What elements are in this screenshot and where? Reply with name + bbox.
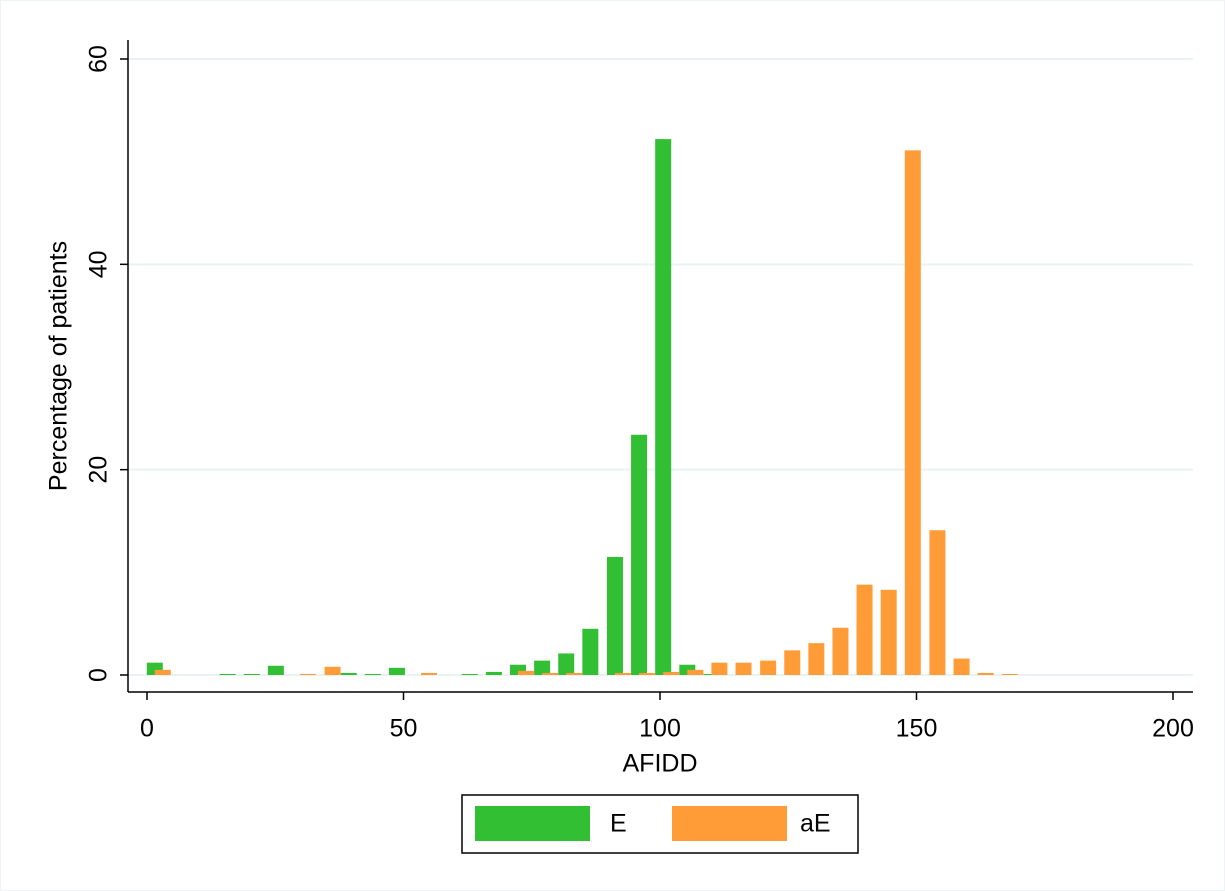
legend-swatch [672, 806, 787, 841]
bar [735, 662, 752, 675]
bar [243, 673, 260, 675]
bar [631, 434, 648, 675]
y-tick-label: 20 [85, 456, 113, 484]
bar [904, 150, 921, 675]
legend-label: aE [800, 810, 831, 838]
bar [663, 671, 680, 675]
bar [856, 584, 873, 675]
bar [534, 660, 551, 675]
bar [558, 653, 575, 675]
bar [510, 664, 527, 675]
bar [929, 530, 946, 675]
bar [154, 669, 171, 675]
bar [518, 670, 535, 675]
bar [582, 628, 599, 675]
bar [388, 667, 405, 675]
bar [542, 672, 559, 675]
x-tick-label: 100 [639, 715, 681, 743]
y-tick-label: 0 [85, 668, 113, 682]
bar [421, 672, 438, 675]
bar [808, 643, 825, 675]
bar [832, 627, 849, 675]
bar [485, 671, 502, 675]
bar [340, 672, 357, 675]
legend-label: E [610, 810, 627, 838]
bar [219, 673, 236, 675]
x-axis-label: AFIDD [623, 750, 698, 778]
x-tick-label: 0 [140, 715, 154, 743]
bar [711, 662, 728, 675]
y-tick-label: 40 [85, 250, 113, 278]
bar [953, 658, 970, 675]
bar [977, 672, 994, 675]
bar [364, 673, 381, 675]
bar [566, 672, 583, 675]
bar [461, 673, 478, 675]
bar [687, 669, 704, 675]
bar [1001, 673, 1018, 675]
bar [655, 139, 672, 675]
bar [299, 673, 316, 675]
legend-swatch [475, 806, 590, 841]
x-tick-label: 50 [390, 715, 418, 743]
y-tick-label: 60 [85, 45, 113, 73]
bar [880, 589, 897, 675]
bar [606, 556, 623, 675]
bar [784, 650, 801, 675]
x-tick-label: 150 [896, 715, 938, 743]
bar [614, 672, 631, 675]
bar [267, 665, 284, 675]
x-tick-label: 200 [1152, 715, 1194, 743]
y-axis-label: Percentage of patients [45, 241, 73, 491]
bar [639, 672, 656, 675]
bar [324, 666, 341, 675]
bar [760, 660, 777, 675]
